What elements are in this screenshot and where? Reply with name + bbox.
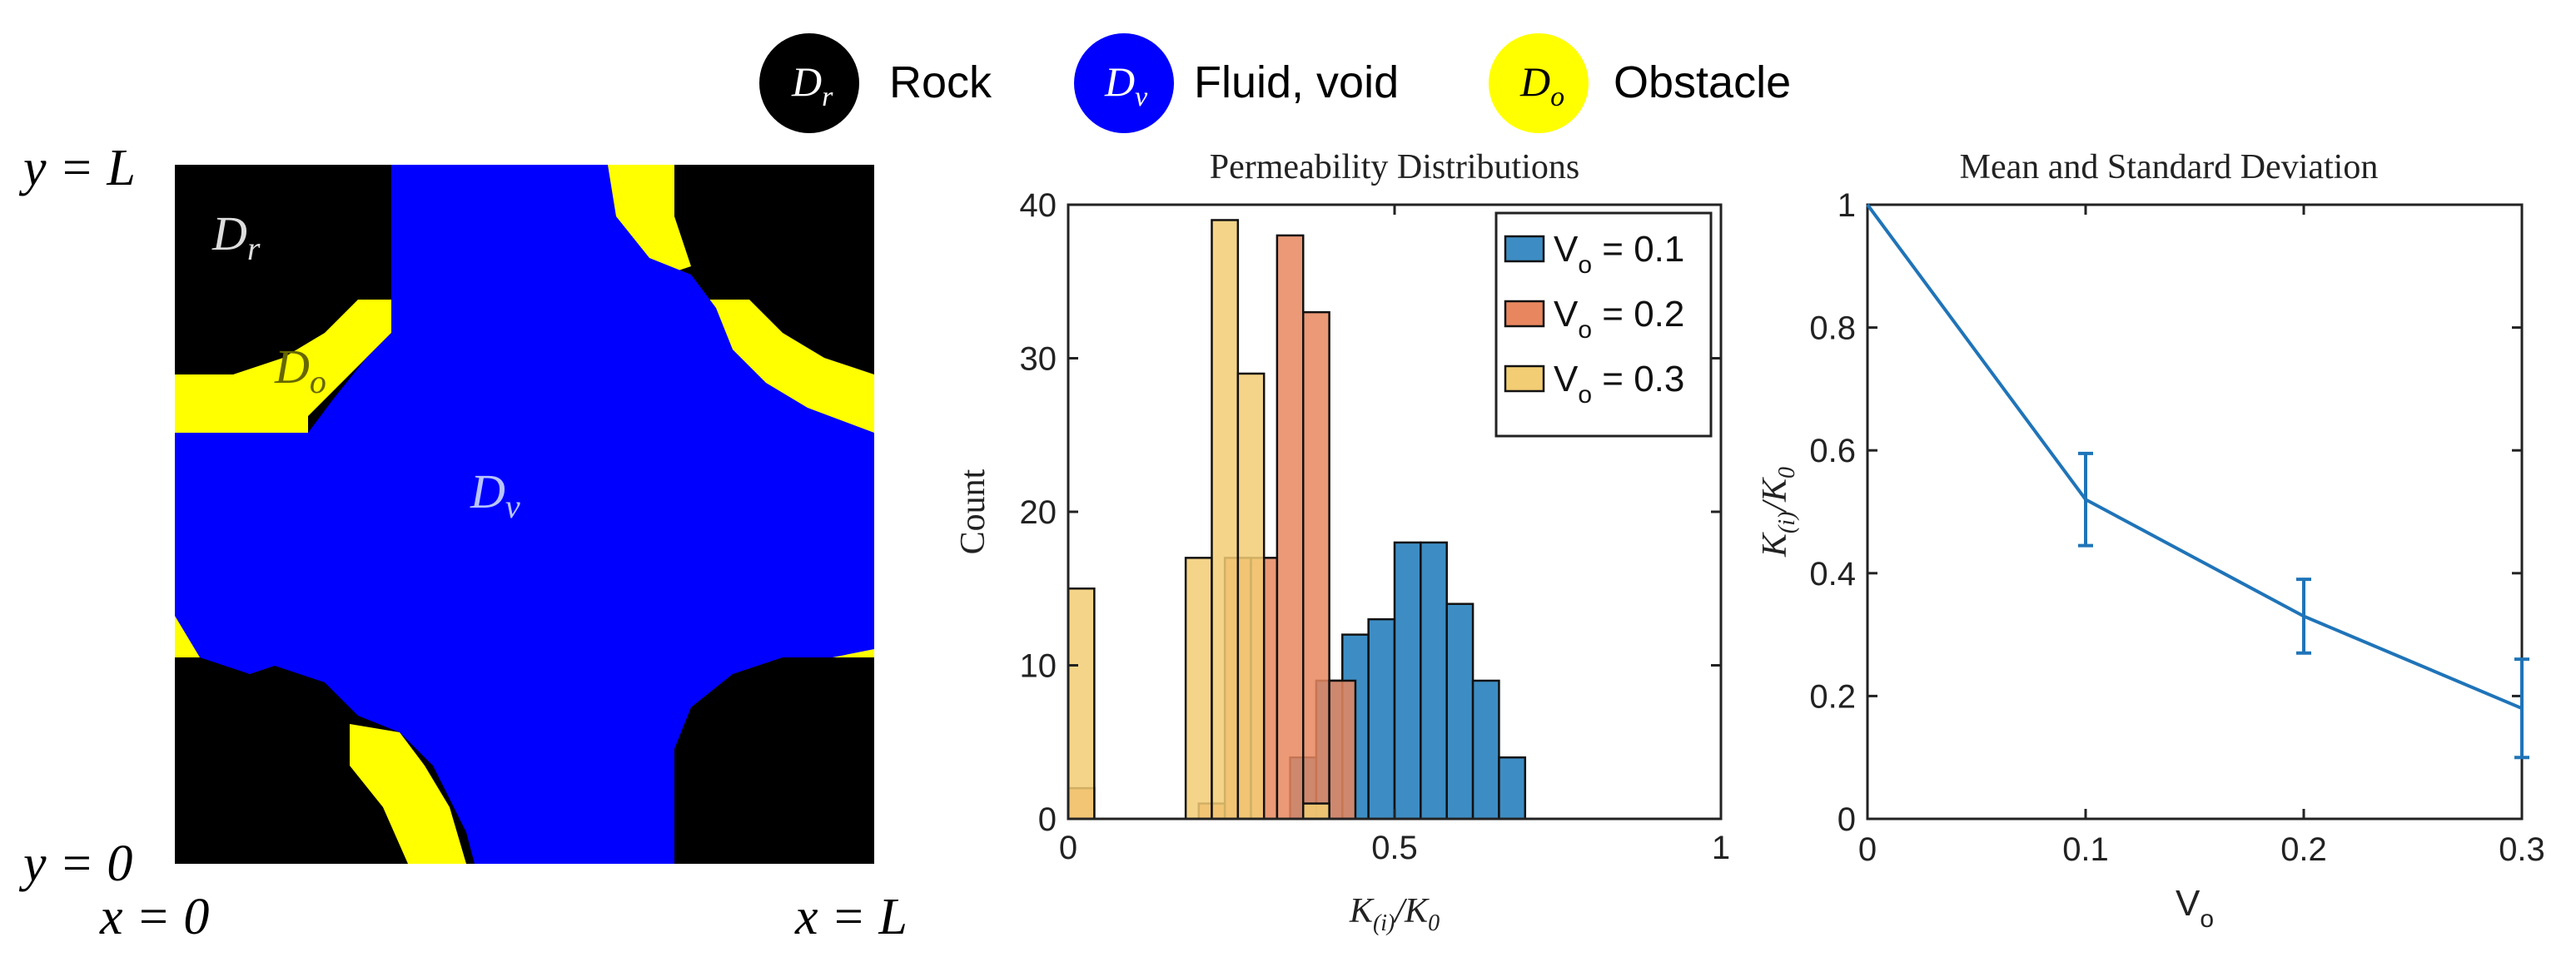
hist-bar-s0-3 — [1369, 619, 1395, 819]
hist-legend-swatch-0 — [1505, 236, 1544, 261]
legend: Dr Rock Dv Fluid, void Do Obstacle — [759, 33, 1791, 133]
hist-bar-s1-6 — [1330, 681, 1355, 819]
hist-bar-s0-4 — [1395, 543, 1420, 819]
hist-bar-s1-4 — [1277, 236, 1303, 819]
y-bottom-label: y = 0 — [18, 836, 132, 892]
hist-bar-s1-5 — [1303, 312, 1329, 819]
rock-label: Rock — [889, 57, 992, 107]
line-ytick-label: 0.6 — [1809, 433, 1856, 469]
hist-xtick-label: 0 — [1059, 830, 1077, 866]
mean-line — [1867, 205, 2522, 708]
legend-item-void: Dv Fluid, void — [1074, 33, 1399, 133]
line-xtick-label: 0.3 — [2499, 831, 2545, 868]
histogram-xlabel: K(i)/K0 — [1349, 892, 1440, 936]
hist-bar-s0-8 — [1499, 757, 1524, 819]
line-ytick-label: 1 — [1838, 187, 1856, 224]
hist-bar-s0-6 — [1447, 604, 1473, 819]
line-xtick-label: 0.1 — [2062, 831, 2109, 868]
legend-item-obstacle: Do Obstacle — [1489, 33, 1791, 133]
domain-panel: Dr Do Dv y = L y = 0 x = 0 x = L — [18, 140, 908, 945]
hist-ytick-label: 20 — [1020, 494, 1057, 531]
hist-bar-s0-5 — [1420, 543, 1446, 819]
hist-ytick-label: 0 — [1038, 801, 1057, 838]
hist-bar-s2-3 — [1238, 374, 1264, 819]
line-marks — [1867, 205, 2529, 757]
histogram-legend: Vo = 0.1Vo = 0.2Vo = 0.3 — [1496, 213, 1711, 436]
hist-bar-s2-0 — [1068, 588, 1094, 819]
hist-ytick-label: 40 — [1020, 187, 1057, 224]
line-ytick-label: 0.4 — [1809, 556, 1856, 593]
x-left-label: x = 0 — [99, 889, 209, 945]
x-right-label: x = L — [794, 889, 908, 945]
hist-bar-s2-4 — [1303, 804, 1329, 819]
obstacle-label: Obstacle — [1614, 57, 1791, 107]
line-ytick-label: 0.8 — [1809, 310, 1856, 347]
void-label: Fluid, void — [1194, 57, 1399, 107]
hist-xtick-label: 1 — [1712, 830, 1730, 866]
hist-xtick-label: 0.5 — [1371, 830, 1418, 866]
line-ytick-label: 0.2 — [1809, 678, 1856, 715]
hist-legend-swatch-1 — [1505, 301, 1544, 326]
hist-bar-s0-7 — [1473, 681, 1499, 819]
hist-bar-s2-2 — [1211, 220, 1237, 819]
line-chart-title: Mean and Standard Deviation — [1960, 148, 2379, 186]
line-ticks: 0 0.1 0.2 0.3 0 0.2 0.4 0.6 0.8 1 — [1809, 187, 2544, 868]
hist-ytick-label: 10 — [1020, 648, 1057, 685]
histogram-ylabel: Count — [954, 469, 992, 554]
line-xtick-label: 0 — [1858, 831, 1877, 868]
histogram-title: Permeability Distributions — [1210, 148, 1579, 186]
hist-bar-s2-1 — [1186, 558, 1211, 819]
line-axes-box — [1867, 205, 2522, 819]
legend-item-rock: Dr Rock — [759, 33, 992, 133]
line-chart: Mean and Standard Deviation 0 0.1 0.2 0.300… — [1756, 148, 2545, 933]
line-ytick-label: 0 — [1838, 801, 1856, 838]
y-top-label: y = L — [18, 140, 136, 196]
line-ylabel: K(i)/K0 — [1756, 467, 1800, 558]
hist-ytick-label: 30 — [1020, 341, 1057, 378]
figure-canvas: Dr Rock Dv Fluid, void Do Obstacle — [0, 0, 2576, 957]
hist-legend-swatch-2 — [1505, 366, 1544, 391]
histogram-chart: Permeability Distributions 0 0.5 101020304… — [954, 148, 1730, 936]
line-xtick-label: 0.2 — [2280, 831, 2327, 868]
histogram-legend-items: Vo = 0.1Vo = 0.2Vo = 0.3 — [1505, 229, 1684, 409]
line-xlabel: Vo — [2176, 883, 2214, 933]
histogram-bars — [1068, 220, 1525, 819]
